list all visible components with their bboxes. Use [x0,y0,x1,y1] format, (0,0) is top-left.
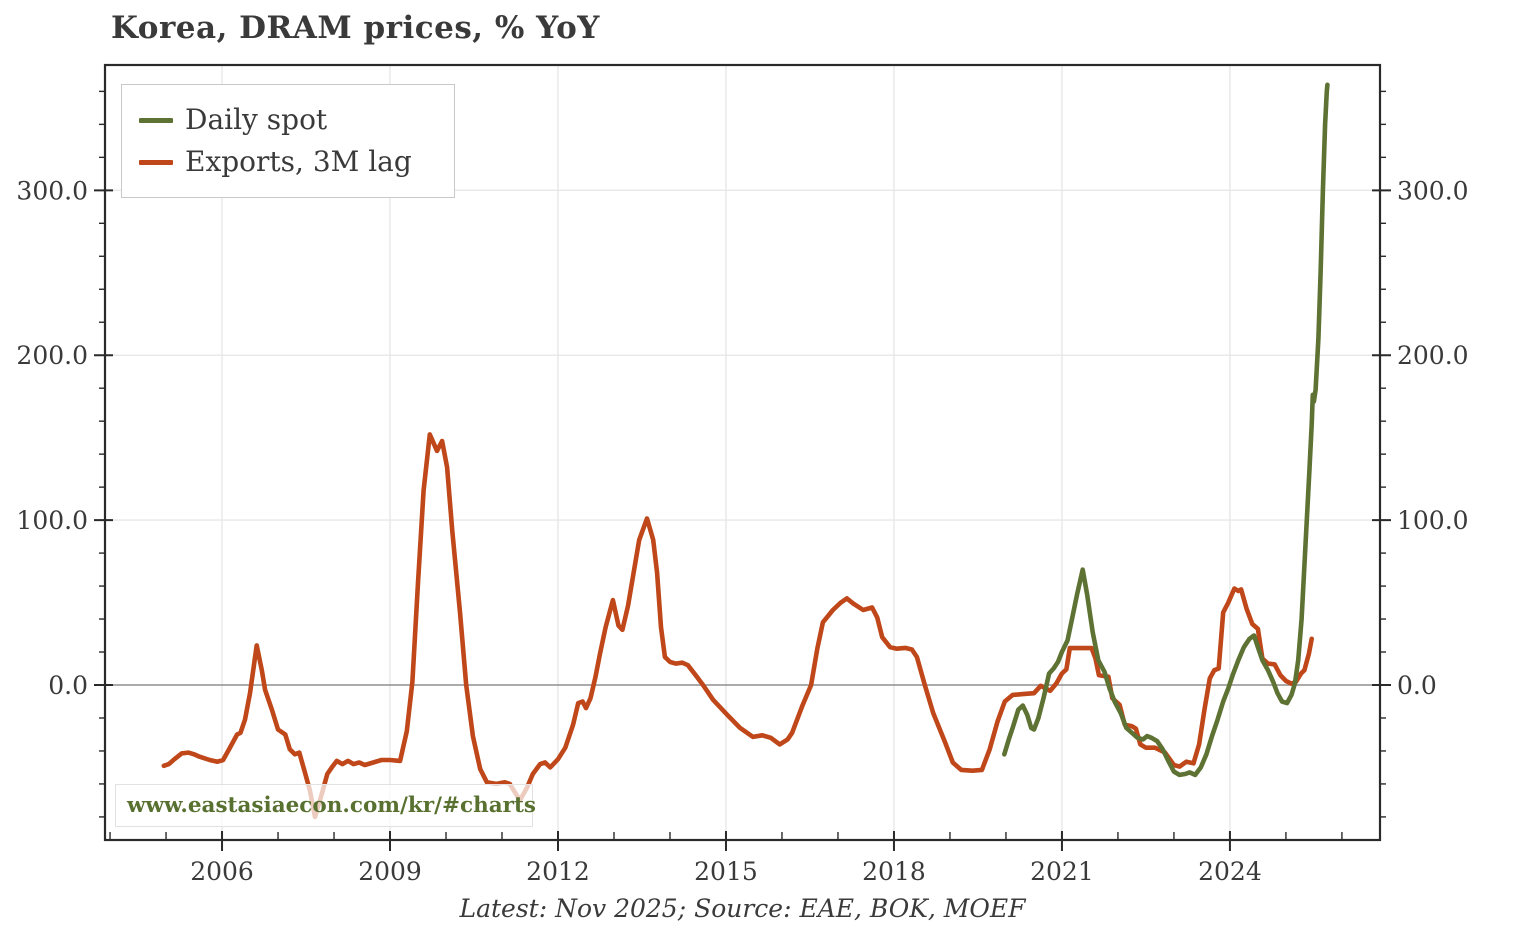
legend-entry-exports: Exports, 3M lag [139,148,454,176]
legend-label-daily-spot: Daily spot [185,103,328,136]
watermark: www.eastasiaecon.com/kr/#charts [115,784,536,827]
y-axis-tick-label-right: 300.0 [1397,176,1469,205]
x-axis-tick-label: 2021 [1030,857,1094,886]
series-line-daily-spot [1001,82,1330,778]
y-axis-tick-label-right: 0.0 [1397,671,1437,700]
series-line-exports-3m-lag [161,432,1314,820]
y-axis-tick-label-left: 0.0 [48,671,88,700]
watermark-text: www.eastasiaecon.com/kr/#charts [127,793,536,818]
y-axis-tick-label-left: 100.0 [16,506,88,535]
legend-swatch-daily-spot [139,117,173,123]
x-axis-tick-label: 2024 [1198,857,1262,886]
source-caption: Latest: Nov 2025; Source: EAE, BOK, MOEF [459,894,1026,923]
legend-label-exports: Exports, 3M lag [185,145,412,178]
y-axis-tick-label-left: 300.0 [16,176,88,205]
legend-entry-daily-spot: Daily spot [139,106,454,134]
x-axis-tick-label: 2018 [862,857,926,886]
x-axis-tick-label: 2009 [358,857,422,886]
plot-border [103,63,1382,842]
x-axis-tick-label: 2015 [694,857,758,886]
y-axis-tick-label-left: 200.0 [16,341,88,370]
chart-title: Korea, DRAM prices, % YoY [111,10,600,46]
x-axis-tick-label: 2012 [526,857,590,886]
legend: Daily spot Exports, 3M lag [121,84,455,198]
x-axis-tick-label: 2006 [190,857,254,886]
y-axis-tick-label-right: 100.0 [1397,506,1469,535]
y-axis-tick-label-right: 200.0 [1397,341,1469,370]
legend-swatch-exports [139,159,173,165]
